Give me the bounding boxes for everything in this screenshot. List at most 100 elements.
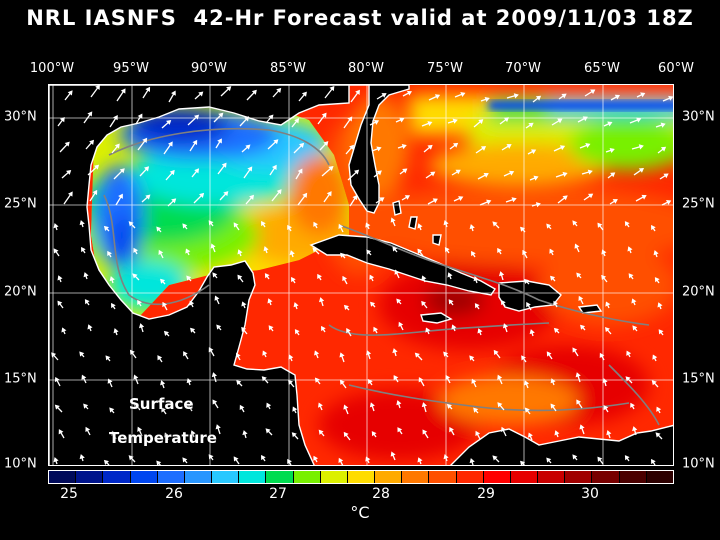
- wind-arrow-head: [198, 91, 204, 97]
- wind-arrow-head: [67, 90, 73, 96]
- wind-arrow-head: [241, 301, 247, 307]
- wind-arrow-head: [138, 323, 145, 329]
- wind-arrow-head: [163, 330, 169, 336]
- lon-label-80w: 80°W: [348, 61, 384, 76]
- wind-arrow-head: [369, 274, 375, 280]
- wind-arrow-head: [53, 248, 59, 254]
- wind-arrow-head: [404, 195, 410, 200]
- wind-arrow-head: [597, 222, 603, 228]
- wind-arrow-head: [579, 424, 585, 430]
- wind-arrow-head: [109, 276, 115, 282]
- colorbar-swatch: [49, 471, 77, 483]
- colorbar-swatch: [157, 471, 185, 483]
- colorbar-swatch: [76, 471, 104, 483]
- wind-arrow-head: [396, 298, 402, 304]
- wind-arrow-head: [422, 429, 428, 435]
- wind-arrow-head: [475, 430, 481, 436]
- wind-arrow-head: [576, 399, 582, 405]
- wind-arrow-head: [445, 374, 451, 380]
- wind-arrow-head: [572, 454, 578, 460]
- wind-arrow-head: [366, 350, 372, 356]
- wind-arrow-head: [291, 432, 297, 438]
- wind-arrow-head: [520, 460, 526, 465]
- wind-arrow-head: [215, 424, 221, 430]
- wind-arrow-head: [624, 221, 630, 227]
- wind-arrow-head: [87, 324, 93, 330]
- wind-arrow-head: [663, 173, 669, 179]
- wind-arrow-head: [57, 275, 63, 281]
- wind-arrow-head: [370, 301, 376, 307]
- wind-arrow-head: [118, 193, 123, 199]
- lat-label-10n-left: 10°N: [4, 456, 37, 472]
- wind-arrow-head: [511, 197, 517, 203]
- colorbar-swatch: [538, 471, 566, 483]
- wind-arrow-head: [636, 117, 642, 123]
- wind-arrow-head: [288, 379, 294, 386]
- wind-arrow-head: [85, 426, 91, 432]
- wind-arrow-head: [137, 299, 142, 306]
- wind-arrow-head: [632, 325, 638, 331]
- wind-arrow-head: [79, 454, 85, 460]
- wind-arrow-head: [103, 225, 109, 231]
- wind-arrow-head: [575, 372, 581, 378]
- wind-arrow-head: [509, 170, 515, 176]
- wind-arrow-head: [417, 248, 423, 254]
- wind-arrow-head: [651, 458, 656, 465]
- wind-arrow-head: [235, 352, 241, 358]
- wind-arrow-head: [247, 166, 253, 172]
- lat-label-25n-left: 25°N: [4, 196, 37, 212]
- wind-arrow-head: [233, 456, 239, 462]
- wind-arrow-head: [546, 351, 552, 357]
- wind-arrow-head: [398, 321, 404, 328]
- wind-arrow-head: [443, 351, 449, 357]
- wind-arrow-head: [245, 144, 251, 150]
- mexico-central-america: [49, 85, 350, 465]
- wind-arrow-head: [604, 327, 610, 333]
- colorbar-tick-30: 30: [581, 486, 599, 502]
- wind-arrow-head: [64, 141, 70, 147]
- wind-arrow-head: [471, 250, 476, 257]
- colorbar-tick-27: 27: [269, 486, 287, 502]
- wind-arrow-head: [471, 378, 477, 384]
- wind-arrow-head: [301, 91, 307, 97]
- wind-arrow-head: [211, 372, 217, 378]
- wind-arrow-head: [602, 378, 608, 384]
- wind-arrow-head: [527, 432, 533, 438]
- wind-arrow-head: [142, 137, 148, 144]
- wind-arrow-head: [313, 221, 319, 227]
- wind-arrow-head: [264, 273, 270, 279]
- wind-arrow-head: [137, 113, 143, 119]
- wind-arrow-head: [376, 146, 382, 152]
- wind-arrow-head: [266, 402, 272, 408]
- wind-arrow-head: [381, 93, 387, 98]
- wind-arrow-head: [625, 376, 631, 382]
- colorbar-swatch: [456, 471, 484, 483]
- colorbar-swatch: [184, 471, 213, 483]
- wind-arrow-head: [58, 429, 64, 435]
- wind-arrow-head: [111, 302, 116, 309]
- wind-arrow-head: [524, 380, 530, 386]
- wind-arrow-head: [190, 327, 196, 333]
- wind-arrow-head: [497, 402, 503, 408]
- wind-arrow-head: [603, 405, 609, 411]
- wind-arrow-head: [658, 329, 664, 335]
- overlay-label-temperature: Temperature: [109, 429, 217, 447]
- wind-arrow-head: [160, 380, 166, 386]
- puerto-rico: [577, 304, 603, 314]
- wind-arrow-head: [390, 451, 396, 457]
- wind-arrow-head: [554, 430, 560, 436]
- wind-arrow-head: [553, 327, 559, 333]
- wind-arrow-head: [137, 426, 143, 432]
- wind-arrow-head: [79, 351, 85, 357]
- wind-arrow-head: [103, 459, 109, 465]
- wind-arrow-head: [186, 378, 192, 384]
- colorbar-swatch: [130, 471, 158, 483]
- wind-arrow-head: [474, 303, 480, 309]
- wind-arrow-head: [186, 403, 192, 409]
- wind-arrow-head: [655, 432, 661, 438]
- wind-arrow-head: [92, 189, 98, 196]
- wind-arrow-head: [349, 144, 355, 150]
- overlay-label-surface: Surface: [129, 395, 194, 413]
- wind-arrow-head: [352, 194, 358, 201]
- wind-arrow-head: [318, 297, 325, 303]
